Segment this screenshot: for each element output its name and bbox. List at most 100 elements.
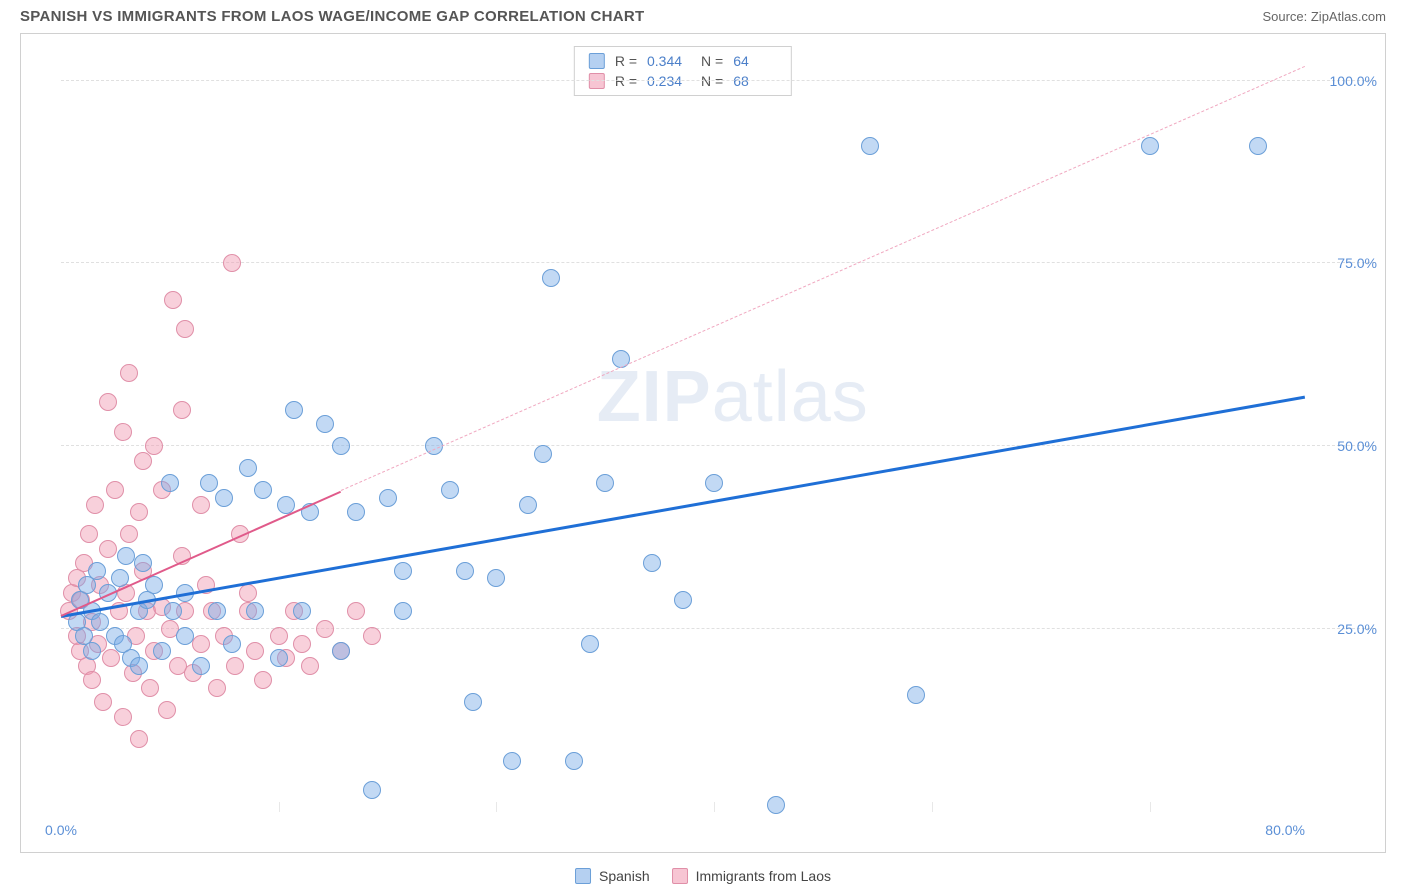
scatter-point xyxy=(208,679,226,697)
scatter-point xyxy=(347,602,365,620)
scatter-point xyxy=(106,481,124,499)
legend-label: Spanish xyxy=(599,868,650,884)
scatter-point xyxy=(141,679,159,697)
scatter-point xyxy=(519,496,537,514)
stat-r-label: R = xyxy=(615,73,637,89)
stat-r-value: 0.344 xyxy=(647,53,691,69)
scatter-point xyxy=(394,602,412,620)
scatter-point xyxy=(379,489,397,507)
scatter-point xyxy=(565,752,583,770)
legend-swatch xyxy=(589,73,605,89)
scatter-point xyxy=(394,562,412,580)
chart-container: Wage/Income Gap ZIPatlas R =0.344N =64R … xyxy=(20,33,1386,853)
scatter-point xyxy=(643,554,661,572)
scatter-point xyxy=(270,627,288,645)
scatter-point xyxy=(130,503,148,521)
scatter-point xyxy=(705,474,723,492)
scatter-point xyxy=(117,547,135,565)
scatter-point xyxy=(145,576,163,594)
scatter-point xyxy=(239,584,257,602)
legend-item: Immigrants from Laos xyxy=(672,868,831,884)
scatter-point xyxy=(503,752,521,770)
scatter-point xyxy=(596,474,614,492)
scatter-point xyxy=(130,730,148,748)
trend-line xyxy=(61,395,1305,617)
scatter-point xyxy=(246,602,264,620)
scatter-point xyxy=(176,320,194,338)
scatter-point xyxy=(223,635,241,653)
scatter-point xyxy=(192,657,210,675)
scatter-point xyxy=(192,496,210,514)
scatter-point xyxy=(114,423,132,441)
scatter-point xyxy=(226,657,244,675)
scatter-point xyxy=(441,481,459,499)
scatter-point xyxy=(861,137,879,155)
scatter-point xyxy=(316,620,334,638)
scatter-point xyxy=(134,554,152,572)
gridline-vertical xyxy=(279,802,280,812)
scatter-point xyxy=(363,627,381,645)
scatter-point xyxy=(111,569,129,587)
x-tick-label: 0.0% xyxy=(45,822,77,838)
scatter-point xyxy=(80,525,98,543)
scatter-point xyxy=(363,781,381,799)
scatter-point xyxy=(173,401,191,419)
scatter-point xyxy=(88,562,106,580)
scatter-point xyxy=(164,602,182,620)
scatter-point xyxy=(176,627,194,645)
scatter-point xyxy=(158,701,176,719)
scatter-point xyxy=(1249,137,1267,155)
legend-label: Immigrants from Laos xyxy=(696,868,831,884)
stat-n-label: N = xyxy=(701,73,723,89)
scatter-point xyxy=(301,657,319,675)
stats-row: R =0.234N =68 xyxy=(589,71,777,91)
scatter-point xyxy=(246,642,264,660)
scatter-point xyxy=(332,437,350,455)
scatter-point xyxy=(542,269,560,287)
gridline-horizontal xyxy=(61,80,1375,81)
scatter-point xyxy=(254,481,272,499)
y-tick-label: 25.0% xyxy=(1337,621,1377,637)
gridline-horizontal xyxy=(61,262,1375,263)
scatter-point xyxy=(316,415,334,433)
scatter-point xyxy=(102,649,120,667)
legend-item: Spanish xyxy=(575,868,650,884)
scatter-point xyxy=(161,474,179,492)
scatter-point xyxy=(215,489,233,507)
scatter-point xyxy=(332,642,350,660)
chart-title: SPANISH VS IMMIGRANTS FROM LAOS WAGE/INC… xyxy=(20,8,645,25)
scatter-point xyxy=(130,657,148,675)
stats-row: R =0.344N =64 xyxy=(589,51,777,71)
scatter-point xyxy=(153,642,171,660)
stats-box: R =0.344N =64R =0.234N =68 xyxy=(574,46,792,96)
scatter-point xyxy=(674,591,692,609)
scatter-point xyxy=(99,393,117,411)
scatter-point xyxy=(192,635,210,653)
scatter-point xyxy=(134,452,152,470)
scatter-point xyxy=(164,291,182,309)
stat-n-value: 64 xyxy=(733,53,777,69)
gridline-horizontal xyxy=(61,445,1375,446)
scatter-point xyxy=(456,562,474,580)
gridline-vertical xyxy=(496,802,497,812)
scatter-point xyxy=(293,602,311,620)
scatter-point xyxy=(208,602,226,620)
plot-area: ZIPatlas R =0.344N =64R =0.234N =68 25.0… xyxy=(61,44,1305,812)
scatter-point xyxy=(1141,137,1159,155)
y-tick-label: 50.0% xyxy=(1337,438,1377,454)
gridline-horizontal xyxy=(61,628,1375,629)
legend-swatch xyxy=(575,868,591,884)
scatter-point xyxy=(254,671,272,689)
scatter-point xyxy=(487,569,505,587)
scatter-point xyxy=(285,401,303,419)
scatter-point xyxy=(94,693,112,711)
scatter-point xyxy=(120,525,138,543)
scatter-point xyxy=(534,445,552,463)
scatter-point xyxy=(83,671,101,689)
scatter-point xyxy=(581,635,599,653)
gridline-vertical xyxy=(932,802,933,812)
legend: Spanish Immigrants from Laos xyxy=(575,868,831,884)
scatter-point xyxy=(83,642,101,660)
scatter-point xyxy=(767,796,785,814)
x-tick-label: 80.0% xyxy=(1265,822,1305,838)
